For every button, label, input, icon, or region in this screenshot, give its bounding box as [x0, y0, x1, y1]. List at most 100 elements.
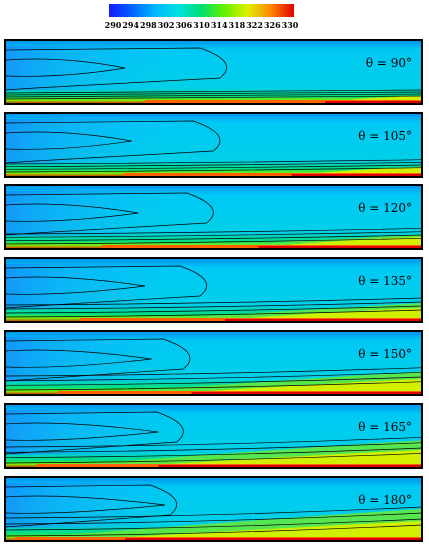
- panel-border: [4, 257, 423, 323]
- contour-panel: θ = 180°: [4, 476, 423, 542]
- contour-field: [5, 113, 422, 177]
- panel-border: [4, 184, 423, 250]
- contour-field: [5, 185, 422, 249]
- contour-line: [5, 237, 422, 245]
- panels: θ = 90° θ = 105° θ = 120° θ = 135° θ = 150° θ…: [4, 39, 423, 542]
- contour-field: [5, 404, 422, 468]
- wall-hot-layer: [125, 538, 422, 541]
- cool-core-region: [5, 119, 235, 164]
- contour-line: [5, 518, 422, 531]
- wall-hot-layer: [258, 246, 422, 249]
- contour-line: [5, 447, 422, 459]
- contour-panel: θ = 165°: [4, 403, 423, 469]
- contour-line: [5, 367, 422, 377]
- wall-hot-layer: [158, 465, 422, 468]
- contour-line: [5, 452, 422, 464]
- contour-line: [5, 305, 422, 314]
- contour-panel: θ = 105°: [4, 112, 423, 178]
- contour-field: [5, 477, 422, 541]
- cool-core-region: [5, 337, 235, 382]
- colorbar-tick-label: 290: [105, 20, 122, 30]
- contour-line: [5, 91, 422, 96]
- colorbar-tick-label: 306: [175, 20, 192, 30]
- colorbar-tick-label: 298: [140, 20, 157, 30]
- cool-core-region: [5, 191, 235, 236]
- panel-angle-label: θ = 105°: [358, 129, 412, 143]
- contour-panel: θ = 120°: [4, 184, 423, 250]
- colorbar-tick-label: 314: [211, 20, 228, 30]
- wall-hot-layer: [291, 174, 422, 177]
- contour-line: [5, 227, 422, 235]
- colorbar-ticks: 290 294 298 302 306 310 314 318 322 326 330: [105, 20, 299, 30]
- panel-angle-label: θ = 165°: [358, 420, 412, 434]
- colorbar-tick-label: 330: [282, 20, 299, 30]
- contour-panel: θ = 135°: [4, 257, 423, 323]
- contour-line: [5, 484, 177, 528]
- contour-line: [5, 524, 422, 537]
- contour-line: [5, 411, 184, 455]
- wall-layer: [123, 173, 422, 177]
- colorbar-tick-label: 302: [158, 20, 175, 30]
- contour-line: [5, 167, 422, 173]
- colorbar-tick-label: 294: [122, 20, 139, 30]
- contour-line: [5, 131, 132, 150]
- contour-line: [5, 89, 422, 94]
- contour-line: [5, 93, 422, 98]
- contour-panel: θ = 150°: [4, 330, 423, 396]
- colorbar-tick-label: 310: [193, 20, 210, 30]
- colorbar: 290 294 298 302 306 310 314 318 322 326 330: [105, 4, 299, 30]
- wall-hot-layer: [325, 101, 422, 104]
- contour-line: [5, 338, 191, 382]
- contour-field: [5, 331, 422, 395]
- contour-line: [5, 381, 422, 391]
- contour-panel: θ = 90°: [4, 39, 423, 105]
- panel-border: [4, 39, 423, 105]
- cool-core-region: [5, 410, 235, 455]
- panel-angle-label: θ = 150°: [358, 347, 412, 361]
- panel-angle-label: θ = 180°: [358, 493, 412, 507]
- contour-line: [5, 495, 166, 514]
- cool-core-region: [5, 264, 235, 309]
- contour-line: [5, 442, 422, 453]
- cool-core-region: [5, 46, 235, 91]
- contour-line: [5, 192, 214, 236]
- contour-field: [5, 258, 422, 322]
- colorbar-tick-label: 322: [246, 20, 263, 30]
- colorbar-tick-label: 318: [229, 20, 246, 30]
- contour-line: [5, 506, 422, 519]
- colorbar-tick-label: 326: [264, 20, 281, 30]
- panel-angle-label: θ = 120°: [358, 201, 412, 215]
- contour-line: [5, 436, 422, 448]
- panel-border: [4, 330, 423, 396]
- contour-line: [5, 159, 422, 165]
- wall-layer: [145, 100, 422, 104]
- panel-border: [4, 403, 423, 469]
- contour-line: [5, 276, 146, 295]
- contour-line: [5, 231, 422, 238]
- wall-hot-layer: [191, 392, 422, 395]
- contour-line: [5, 161, 422, 168]
- panel-angle-label: θ = 135°: [358, 274, 412, 288]
- contour-line: [5, 512, 422, 525]
- hot-layer: [55, 521, 422, 541]
- contour-line: [5, 376, 422, 386]
- panel-angle-label: θ = 90°: [366, 56, 412, 70]
- panel-border: [4, 476, 423, 542]
- contour-line: [5, 203, 139, 222]
- contour-line: [5, 422, 159, 441]
- colorbar-gradient: [109, 4, 294, 17]
- contour-line: [5, 265, 207, 309]
- contour-line: [5, 349, 152, 368]
- contour-line: [5, 301, 422, 310]
- contour-line: [5, 95, 422, 100]
- contour-line: [5, 58, 126, 77]
- wall-hot-layer: [225, 319, 422, 322]
- contour-line: [5, 234, 422, 242]
- contour-line: [5, 309, 422, 318]
- contour-field: [5, 40, 422, 104]
- cool-core-region: [5, 483, 235, 528]
- contour-line: [5, 371, 422, 382]
- contour-line: [5, 120, 221, 164]
- contour-line: [5, 164, 422, 170]
